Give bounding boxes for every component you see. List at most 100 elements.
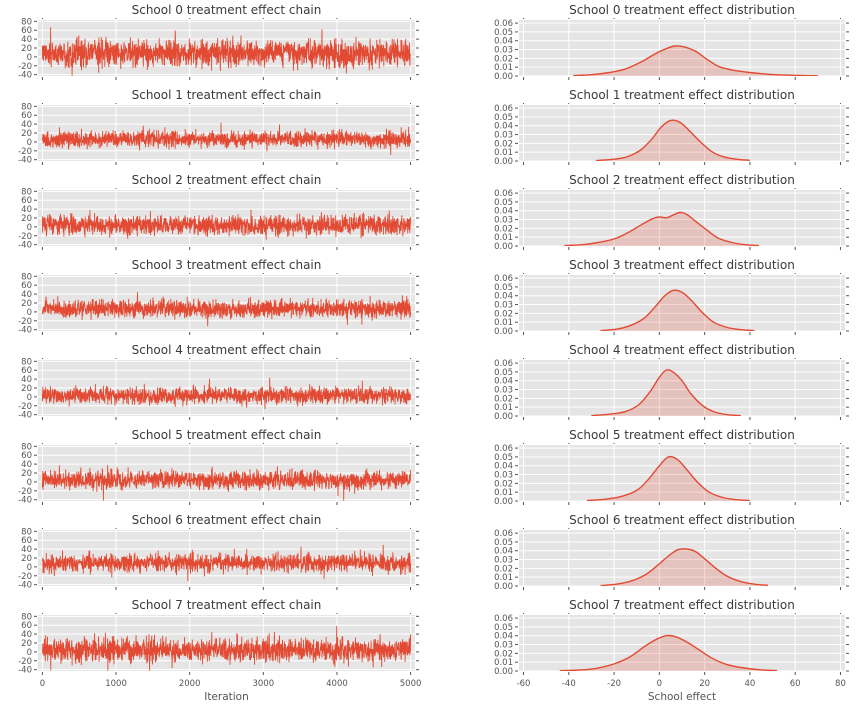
svg-text:80: 80 — [835, 679, 846, 689]
svg-text:40: 40 — [21, 290, 32, 300]
svg-text:0.02: 0.02 — [494, 649, 513, 659]
svg-text:-40: -40 — [18, 411, 32, 421]
svg-text:0.01: 0.01 — [494, 233, 513, 243]
svg-text:-20: -20 — [18, 232, 32, 242]
svg-text:20: 20 — [21, 554, 32, 564]
svg-text:20: 20 — [21, 384, 32, 394]
x-axis-label-school-effect: School effect — [647, 691, 717, 703]
chart-title: School 3 treatment effect chain — [131, 258, 322, 272]
school-5-distribution-chart: 0.000.010.020.030.040.050.06 — [494, 443, 849, 507]
svg-text:0: 0 — [657, 679, 662, 689]
svg-text:0.02: 0.02 — [494, 479, 513, 489]
school-2-row: School 2 treatment effect chain -40 -20 0 2… — [0, 172, 856, 252]
svg-text:-40: -40 — [18, 496, 32, 506]
svg-text:-40: -40 — [18, 71, 32, 81]
school-2-distribution-cell: School 2 treatment effect distribution 0… — [455, 172, 856, 252]
svg-text:-20: -20 — [18, 657, 32, 667]
svg-text:0.04: 0.04 — [494, 207, 513, 217]
school-3-distribution-cell: School 3 treatment effect distribution 0… — [455, 257, 856, 337]
svg-text:0.02: 0.02 — [494, 564, 513, 574]
svg-text:0: 0 — [27, 478, 32, 488]
svg-text:60: 60 — [790, 679, 801, 689]
svg-text:40: 40 — [745, 679, 756, 689]
svg-text:0.06: 0.06 — [494, 529, 513, 539]
chart-title: School 0 treatment effect chain — [131, 3, 322, 17]
svg-text:0.03: 0.03 — [494, 301, 513, 311]
svg-text:0.05: 0.05 — [494, 198, 513, 208]
svg-text:40: 40 — [21, 630, 32, 640]
svg-text:60: 60 — [21, 536, 32, 546]
svg-text:60: 60 — [21, 26, 32, 36]
school-1-row: School 1 treatment effect chain -40 -20 0 2… — [0, 87, 856, 167]
svg-text:-40: -40 — [18, 326, 32, 336]
svg-text:0.05: 0.05 — [494, 538, 513, 548]
svg-text:0.02: 0.02 — [494, 224, 513, 234]
svg-text:0.02: 0.02 — [494, 54, 513, 64]
school-4-distribution-cell: School 4 treatment effect distribution 0… — [455, 342, 856, 422]
svg-text:0.01: 0.01 — [494, 403, 513, 413]
svg-text:-40: -40 — [18, 156, 32, 166]
svg-text:0.05: 0.05 — [494, 623, 513, 633]
chart-title: School 3 treatment effect distribution — [569, 258, 795, 272]
svg-text:80: 80 — [21, 613, 32, 622]
svg-text:0.00: 0.00 — [494, 497, 513, 507]
school-3-distribution-chart: 0.000.010.020.030.040.050.06 — [494, 273, 849, 337]
svg-text:0: 0 — [27, 393, 32, 403]
svg-text:80: 80 — [21, 273, 32, 282]
svg-text:0: 0 — [27, 308, 32, 318]
school-2-chain-cell: School 2 treatment effect chain -40 -20 0 2… — [0, 172, 455, 252]
svg-text:20: 20 — [699, 679, 710, 689]
svg-text:60: 60 — [21, 111, 32, 121]
svg-text:20: 20 — [21, 469, 32, 479]
svg-text:0.04: 0.04 — [494, 37, 513, 47]
chart-title: School 5 treatment effect chain — [131, 428, 322, 442]
chart-title: School 2 treatment effect distribution — [569, 173, 795, 187]
chart-title: School 1 treatment effect chain — [131, 88, 322, 102]
svg-text:0.00: 0.00 — [494, 72, 513, 82]
school-2-distribution-chart: 0.000.010.020.030.040.050.06 — [494, 188, 849, 252]
svg-text:40: 40 — [21, 35, 32, 45]
svg-text:3000: 3000 — [252, 679, 274, 689]
svg-text:0.03: 0.03 — [494, 641, 513, 651]
svg-text:0.02: 0.02 — [494, 139, 513, 149]
chart-title: School 4 treatment effect distribution — [569, 343, 795, 357]
svg-text:0.05: 0.05 — [494, 283, 513, 293]
svg-text:0.06: 0.06 — [494, 19, 513, 29]
svg-text:60: 60 — [21, 281, 32, 291]
svg-text:5000: 5000 — [400, 679, 422, 689]
school-6-chain-cell: School 6 treatment effect chain -40 -20 0 2… — [0, 512, 455, 592]
svg-text:0.05: 0.05 — [494, 453, 513, 463]
school-5-chain-cell: School 5 treatment effect chain -40 -20 0 2… — [0, 427, 455, 507]
svg-text:0: 0 — [27, 223, 32, 233]
chart-title: School 2 treatment effect chain — [131, 173, 322, 187]
school-6-row: School 6 treatment effect chain -40 -20 0 2… — [0, 512, 856, 592]
svg-text:60: 60 — [21, 451, 32, 461]
svg-text:0.06: 0.06 — [494, 444, 513, 454]
school-4-row: School 4 treatment effect chain -40 -20 0 2… — [0, 342, 856, 422]
chart-title: School 1 treatment effect distribution — [569, 88, 795, 102]
svg-text:60: 60 — [21, 621, 32, 631]
svg-text:0.00: 0.00 — [494, 582, 513, 592]
svg-text:20: 20 — [21, 214, 32, 224]
svg-text:0.01: 0.01 — [494, 573, 513, 583]
svg-text:0.01: 0.01 — [494, 318, 513, 328]
svg-text:20: 20 — [21, 299, 32, 309]
svg-text:-40: -40 — [562, 679, 576, 689]
svg-text:0.04: 0.04 — [494, 122, 513, 132]
svg-text:80: 80 — [21, 358, 32, 367]
chart-title: School 6 treatment effect distribution — [569, 513, 795, 527]
svg-text:0.00: 0.00 — [494, 412, 513, 422]
svg-text:80: 80 — [21, 443, 32, 452]
school-0-chain-cell: School 0 treatment effect chain -40 -20 0 2… — [0, 2, 455, 82]
school-0-distribution-cell: School 0 treatment effect distribution 0… — [455, 2, 856, 82]
svg-text:0.03: 0.03 — [494, 216, 513, 226]
chart-title: School 4 treatment effect chain — [131, 343, 322, 357]
svg-text:0: 0 — [40, 679, 45, 689]
